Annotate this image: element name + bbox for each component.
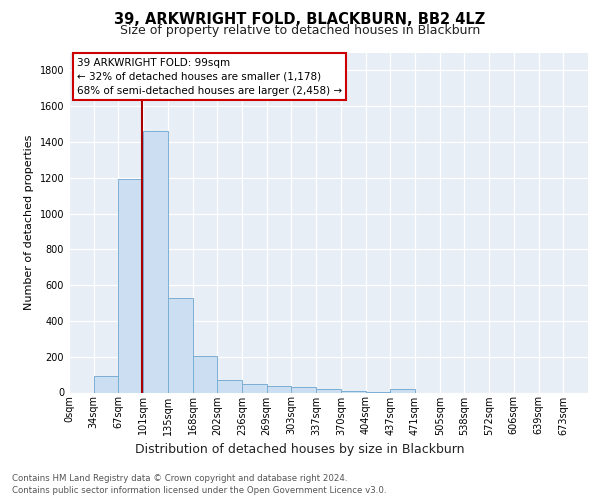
Bar — [292, 388, 316, 392]
Text: 39 ARKWRIGHT FOLD: 99sqm
← 32% of detached houses are smaller (1,178)
68% of sem: 39 ARKWRIGHT FOLD: 99sqm ← 32% of detach… — [77, 58, 342, 96]
Bar — [143, 131, 168, 392]
Bar — [168, 298, 193, 392]
Text: Size of property relative to detached houses in Blackburn: Size of property relative to detached ho… — [120, 24, 480, 37]
Bar — [267, 386, 292, 392]
Text: Contains HM Land Registry data © Crown copyright and database right 2024.: Contains HM Land Registry data © Crown c… — [12, 474, 347, 483]
Text: Contains public sector information licensed under the Open Government Licence v3: Contains public sector information licen… — [12, 486, 386, 495]
Bar — [118, 178, 143, 392]
Bar — [217, 380, 242, 392]
Bar — [341, 390, 365, 392]
Bar — [316, 390, 341, 392]
Y-axis label: Number of detached properties: Number of detached properties — [24, 135, 34, 310]
Text: 39, ARKWRIGHT FOLD, BLACKBURN, BB2 4LZ: 39, ARKWRIGHT FOLD, BLACKBURN, BB2 4LZ — [115, 12, 485, 28]
Bar — [193, 356, 217, 393]
Text: Distribution of detached houses by size in Blackburn: Distribution of detached houses by size … — [135, 442, 465, 456]
Bar — [242, 384, 267, 392]
Bar — [94, 376, 118, 392]
Bar — [390, 390, 415, 392]
